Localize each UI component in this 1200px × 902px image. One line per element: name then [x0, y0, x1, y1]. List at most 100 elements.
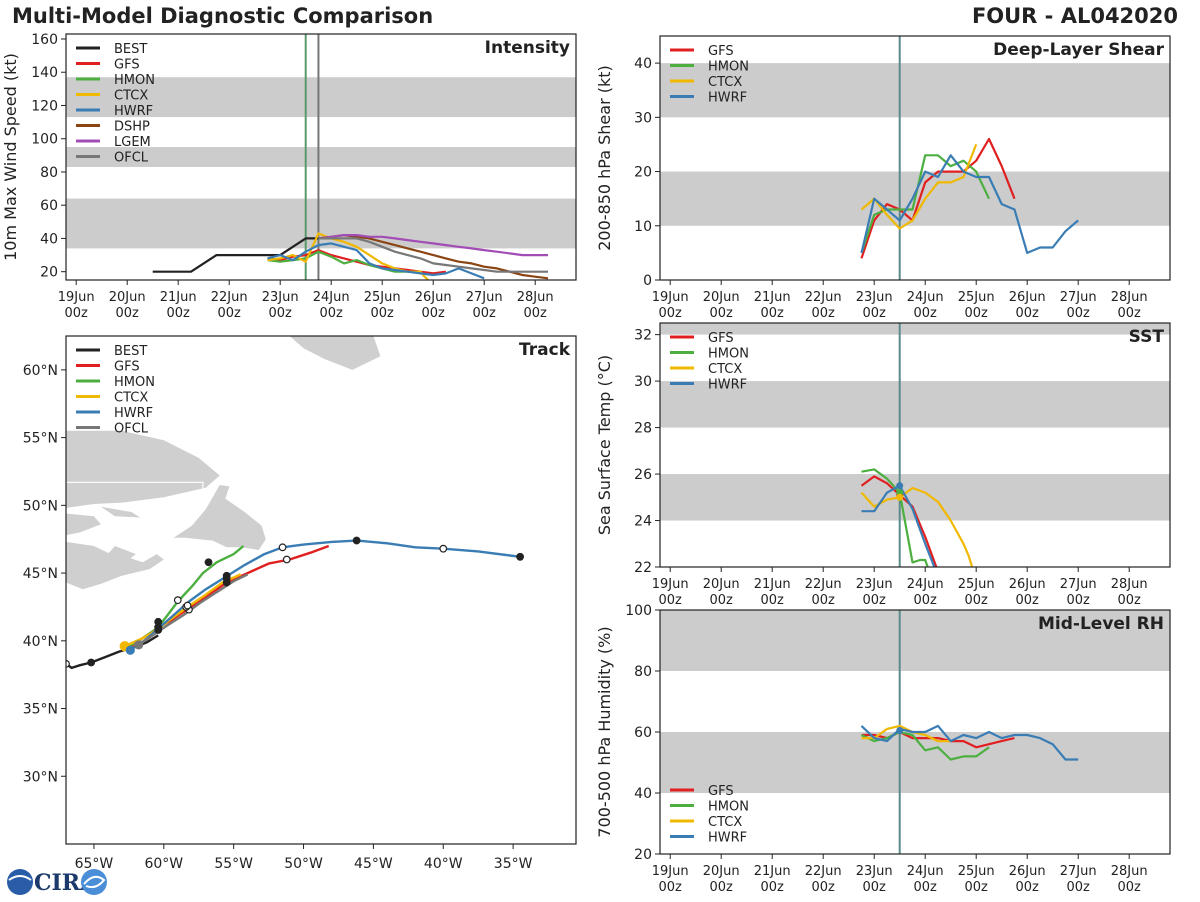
land-polygon — [66, 430, 220, 508]
track-marker — [282, 555, 291, 564]
x-tick-label: 00z — [710, 306, 734, 321]
y-tick-label: 100 — [31, 132, 58, 148]
x-tick-label: 25Jun — [958, 290, 995, 305]
series-line-gfs — [267, 249, 447, 275]
x-tick-label: 23Jun — [856, 864, 893, 879]
track-marker — [87, 658, 96, 667]
legend-label: CTCX — [708, 362, 742, 377]
rh-marker — [896, 726, 904, 734]
x-tick-label: 00z — [761, 306, 785, 321]
land-polygon — [66, 541, 164, 590]
shaded-band — [66, 147, 576, 167]
x-tick-label: 00z — [1118, 306, 1142, 321]
x-tick-label: 25Jun — [958, 577, 995, 592]
series-line-ctcx — [860, 144, 978, 230]
x-tick-label: 27Jun — [1060, 290, 1097, 305]
x-tick-label: 26Jun — [1009, 577, 1046, 592]
x-tick-label: 00z — [218, 306, 242, 321]
x-tick-label: 00z — [659, 880, 683, 895]
x-tick-label: 00z — [659, 593, 683, 608]
x-tick-label: 00z — [1067, 306, 1091, 321]
x-tick-label: 00z — [1067, 593, 1091, 608]
x-tick-label: 00z — [914, 880, 938, 895]
y-tick-label: 60 — [634, 725, 652, 741]
y-tick-label: 30°N — [23, 769, 58, 785]
x-tick-label: 23Jun — [262, 290, 299, 305]
x-tick-label: 24Jun — [907, 577, 944, 592]
panel-intensity: 19Jun00z20Jun00z21Jun00z22Jun00z23Jun00z… — [1, 32, 577, 321]
track-marker — [439, 544, 448, 553]
legend-label: HWRF — [708, 831, 747, 846]
plot-area — [660, 323, 1170, 567]
axes-frame — [659, 35, 1171, 281]
panel-title: Intensity — [485, 38, 570, 58]
series-line-ctcx — [860, 486, 974, 567]
x-tick-label: 00z — [863, 880, 887, 895]
legend-label: DSHP — [114, 120, 150, 135]
legend-label: GFS — [114, 58, 140, 73]
globe-icon — [7, 869, 33, 895]
x-tick-label: 50°W — [284, 856, 323, 872]
x-tick-label: 00z — [965, 880, 989, 895]
legend-label: HWRF — [114, 406, 153, 421]
x-tick-label: 20Jun — [703, 864, 740, 879]
panel-title: Track — [519, 340, 571, 360]
swirl-icon — [81, 869, 107, 895]
x-tick-label: 22Jun — [805, 577, 842, 592]
x-tick-label: 20Jun — [703, 577, 740, 592]
x-tick-label: 00z — [965, 306, 989, 321]
x-tick-label: 00z — [965, 593, 989, 608]
x-tick-label: 00z — [371, 306, 395, 321]
legend-label: HMON — [114, 375, 155, 390]
storm-id: FOUR - AL042020 — [971, 4, 1178, 28]
y-tick-label: 20 — [40, 265, 58, 281]
cira-logo: CIRA — [4, 866, 108, 898]
track-marker — [183, 601, 192, 610]
y-tick-label: 40 — [634, 786, 652, 802]
x-tick-label: 28Jun — [1111, 290, 1148, 305]
legend-label: GFS — [114, 360, 140, 375]
x-tick-label: 00z — [863, 306, 887, 321]
legend-label: CTCX — [114, 391, 148, 406]
panel-title: Mid-Level RH — [1038, 614, 1164, 634]
axes-frame — [65, 33, 577, 281]
shaded-band — [660, 323, 1170, 335]
series-line-hwrf — [860, 154, 1079, 254]
legend-label: HMON — [114, 73, 155, 88]
x-tick-label: 00z — [1016, 880, 1040, 895]
legend-label: HMON — [708, 60, 749, 75]
x-tick-label: 00z — [1118, 593, 1142, 608]
shaded-band — [660, 381, 1170, 428]
x-tick-label: 45°W — [354, 856, 393, 872]
legend-label: HMON — [708, 347, 749, 362]
x-tick-label: 00z — [524, 306, 548, 321]
series-line-best — [152, 237, 319, 273]
x-tick-label: 20Jun — [109, 290, 146, 305]
y-tick-label: 40°N — [23, 634, 58, 650]
legend-label: OFCL — [114, 151, 149, 166]
legend-label: OFCL — [114, 422, 149, 437]
x-tick-label: 00z — [914, 306, 938, 321]
y-tick-label: 120 — [31, 98, 58, 114]
y-tick-label: 30 — [634, 374, 652, 390]
series-line-hwrf — [267, 242, 485, 280]
x-tick-label: 22Jun — [805, 864, 842, 879]
x-tick-label: 00z — [812, 593, 836, 608]
x-tick-label: 00z — [659, 306, 683, 321]
x-tick-label: 27Jun — [1060, 864, 1097, 879]
x-tick-label: 35°W — [494, 856, 533, 872]
x-tick-label: 23Jun — [856, 577, 893, 592]
x-tick-label: 00z — [761, 593, 785, 608]
x-tick-label: 19Jun — [652, 290, 689, 305]
y-tick-label: 26 — [634, 467, 652, 483]
legend-label: HWRF — [708, 378, 747, 393]
x-tick-label: 00z — [710, 880, 734, 895]
x-tick-label: 00z — [812, 306, 836, 321]
legend-label: CTCX — [708, 75, 742, 90]
y-tick-label: 20 — [634, 165, 652, 181]
x-tick-label: 21Jun — [160, 290, 197, 305]
x-tick-label: 28Jun — [1111, 577, 1148, 592]
track-line-ctcx — [124, 573, 242, 648]
land-polygon — [100, 506, 141, 518]
